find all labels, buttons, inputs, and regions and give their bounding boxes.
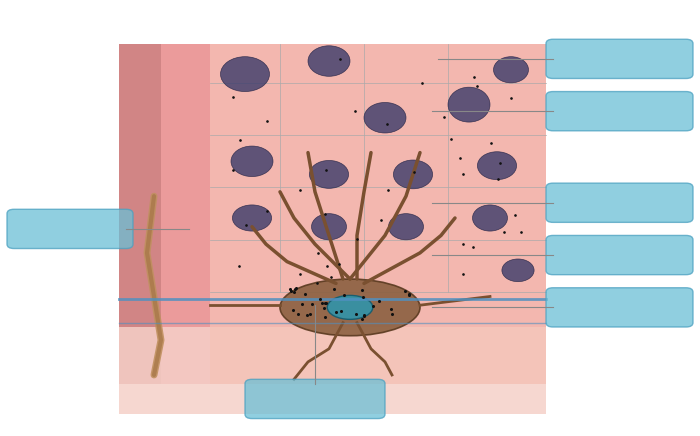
Ellipse shape: [308, 46, 350, 76]
FancyBboxPatch shape: [7, 209, 133, 249]
FancyBboxPatch shape: [546, 288, 693, 327]
Ellipse shape: [364, 102, 406, 133]
Ellipse shape: [393, 160, 433, 189]
Ellipse shape: [231, 146, 273, 177]
FancyBboxPatch shape: [546, 183, 693, 222]
FancyBboxPatch shape: [119, 327, 546, 414]
Ellipse shape: [389, 214, 424, 240]
FancyBboxPatch shape: [546, 39, 693, 78]
Ellipse shape: [328, 296, 372, 319]
Ellipse shape: [232, 205, 272, 231]
Ellipse shape: [473, 205, 508, 231]
FancyBboxPatch shape: [245, 379, 385, 419]
Ellipse shape: [502, 259, 534, 282]
FancyBboxPatch shape: [210, 44, 546, 384]
Ellipse shape: [280, 279, 420, 336]
Ellipse shape: [220, 57, 270, 92]
Ellipse shape: [477, 152, 517, 180]
FancyBboxPatch shape: [119, 44, 210, 384]
FancyBboxPatch shape: [546, 92, 693, 131]
Ellipse shape: [309, 160, 349, 188]
Ellipse shape: [312, 214, 346, 240]
Ellipse shape: [448, 87, 490, 122]
FancyBboxPatch shape: [161, 44, 546, 384]
FancyBboxPatch shape: [546, 235, 693, 275]
Ellipse shape: [494, 57, 528, 83]
